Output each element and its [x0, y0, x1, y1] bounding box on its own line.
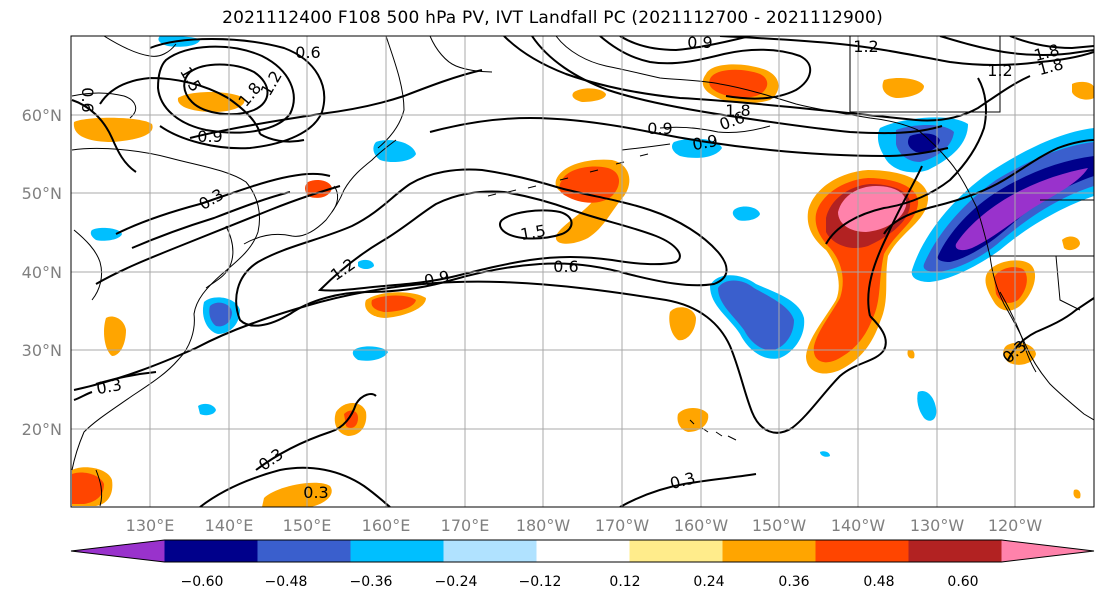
- lon-label: 180°W: [516, 516, 571, 535]
- longitude-labels: 130°E 140°E 150°E 160°E 170°E 180°W 170°…: [126, 516, 1043, 535]
- lat-label: 40°N: [22, 263, 62, 282]
- colorbar: [70, 539, 1095, 563]
- contour-label: 0.3: [303, 483, 328, 502]
- colorbar-tick-label: −0.48: [265, 574, 308, 590]
- contour-label: 1.2: [987, 61, 1012, 80]
- figure-title: 2021112400 F108 500 hPa PV, IVT Landfall…: [222, 8, 883, 28]
- lon-label: 140°W: [831, 516, 886, 535]
- colorbar-tick-label: −0.24: [435, 574, 478, 590]
- lon-label: 170°E: [441, 516, 490, 535]
- lon-label: 160°E: [362, 516, 411, 535]
- colorbar-segment: [257, 540, 351, 562]
- map-panel: 0.6 1.2 1.8 0.6 1.5 0.9 0.3 0.9 1.2 1.5 …: [71, 33, 1094, 507]
- lon-label: 150°W: [752, 516, 807, 535]
- map-frame: [70, 35, 1095, 508]
- colorbar-tick-label: −0.12: [519, 574, 562, 590]
- contour-label: 0.3: [95, 375, 123, 398]
- colorbar-segment: [443, 540, 537, 562]
- lat-label: 20°N: [22, 420, 62, 439]
- contour-label: 1.8: [725, 101, 750, 120]
- contour-label: 0.6: [78, 87, 97, 112]
- colorbar-segment: [164, 540, 258, 562]
- lon-label: 150°E: [283, 516, 332, 535]
- contour-label: 0.9: [647, 119, 672, 138]
- lon-label: 130°W: [910, 516, 965, 535]
- colorbar-extend-max: [1001, 540, 1094, 562]
- colorbar-extend-min: [71, 540, 165, 562]
- colorbar-tick-label: 0.24: [693, 574, 724, 590]
- contour-label: 0.9: [687, 33, 712, 52]
- gridlines: [71, 36, 1094, 507]
- colorbar-segment: [536, 540, 630, 562]
- lon-label: 120°W: [988, 516, 1043, 535]
- contour-label: 1.2: [853, 37, 878, 56]
- contour-label: 0.6: [553, 257, 578, 276]
- colorbar-outline: [70, 539, 1095, 563]
- contour-label: 0.9: [197, 127, 222, 146]
- contour-label: 0.9: [691, 131, 719, 154]
- colorbar-segment: [629, 540, 723, 562]
- contour-label: 1.5: [519, 221, 547, 244]
- colorbar-tick-label: 0.36: [778, 574, 809, 590]
- contour-labels: 0.6 1.2 1.8 0.6 1.5 0.9 0.3 0.9 1.2 1.5 …: [78, 33, 1065, 502]
- colorbar-tick-label: 0.60: [947, 574, 978, 590]
- colorbar-segment: [350, 540, 444, 562]
- lat-label: 60°N: [22, 106, 62, 125]
- contour-label: 0.9: [422, 267, 451, 291]
- lon-label: 140°E: [205, 516, 254, 535]
- lon-label: 130°E: [126, 516, 175, 535]
- colorbar-tick-label: −0.60: [181, 574, 224, 590]
- colorbar-tick-label: −0.36: [350, 574, 393, 590]
- negative-anomaly-shading: [90, 36, 1094, 457]
- lon-label: 170°W: [595, 516, 650, 535]
- lat-label: 30°N: [22, 341, 62, 360]
- colorbar-segment: [815, 540, 909, 562]
- colorbar-segment: [722, 540, 816, 562]
- lat-label: 50°N: [22, 184, 62, 203]
- colorbar-tick-label: 0.48: [863, 574, 894, 590]
- latitude-labels: 60°N 50°N 40°N 30°N 20°N: [22, 106, 62, 439]
- contour-label: 0.6: [295, 43, 320, 62]
- colorbar-ticks: −0.60 −0.48 −0.36 −0.24 −0.12 0.12 0.24 …: [181, 574, 979, 590]
- lon-label: 160°W: [674, 516, 729, 535]
- coastlines: [71, 36, 1094, 507]
- colorbar-segment: [908, 540, 1002, 562]
- colorbar-tick-label: 0.12: [609, 574, 640, 590]
